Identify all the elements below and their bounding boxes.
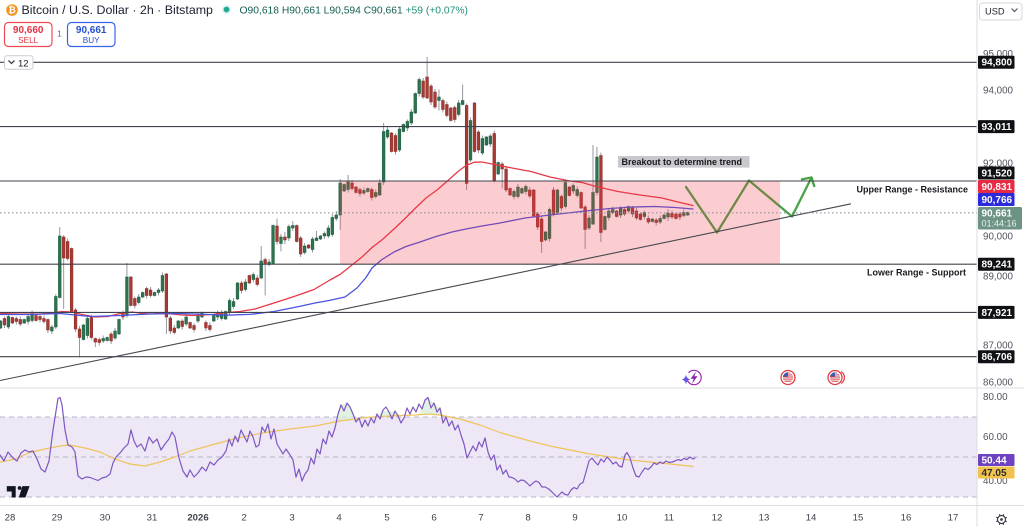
svg-text:90,000: 90,000 <box>983 232 1014 243</box>
svg-text:91,520: 91,520 <box>982 168 1013 179</box>
svg-text:USD: USD <box>985 7 1005 17</box>
svg-text:31: 31 <box>147 513 158 524</box>
svg-text:94,800: 94,800 <box>982 58 1013 69</box>
svg-text:4: 4 <box>336 513 342 524</box>
svg-text:BUY: BUY <box>83 36 100 45</box>
svg-text:15: 15 <box>853 513 864 524</box>
svg-text:60.00: 60.00 <box>983 432 1008 443</box>
svg-text:93,011: 93,011 <box>982 122 1012 133</box>
svg-text:90,661: 90,661 <box>76 25 107 36</box>
svg-text:10: 10 <box>617 513 628 524</box>
svg-text:O90,618 H90,661 L90,594 C90,66: O90,618 H90,661 L90,594 C90,661 +59 (+0.… <box>240 6 468 17</box>
svg-text:80.00: 80.00 <box>983 392 1008 403</box>
svg-text:Bitcoin / U.S. Dollar · 2h · B: Bitcoin / U.S. Dollar · 2h · Bitstamp <box>22 3 214 17</box>
svg-text:90,766: 90,766 <box>982 195 1013 206</box>
svg-text:89,000: 89,000 <box>983 272 1014 283</box>
svg-text:5: 5 <box>384 513 389 524</box>
svg-text:2026: 2026 <box>187 513 208 524</box>
svg-text:47.05: 47.05 <box>982 468 1007 479</box>
svg-text:Breakout to determine trend: Breakout to determine trend <box>622 157 743 167</box>
svg-text:30: 30 <box>100 513 111 524</box>
svg-text:40.00: 40.00 <box>983 476 1008 487</box>
svg-text:6: 6 <box>431 513 436 524</box>
svg-text:01:44:16: 01:44:16 <box>982 219 1017 229</box>
svg-text:12: 12 <box>712 513 723 524</box>
svg-text:87,921: 87,921 <box>982 308 1013 319</box>
svg-text:92,000: 92,000 <box>983 159 1014 170</box>
svg-text:SELL: SELL <box>18 36 38 45</box>
svg-text:17: 17 <box>948 513 959 524</box>
svg-text:7: 7 <box>478 513 483 524</box>
svg-text:86,000: 86,000 <box>983 378 1014 389</box>
svg-text:95,000: 95,000 <box>983 49 1014 60</box>
svg-text:2: 2 <box>241 513 246 524</box>
svg-text:87,000: 87,000 <box>983 341 1014 352</box>
svg-text:16: 16 <box>901 513 912 524</box>
svg-text:Lower Range - Support: Lower Range - Support <box>867 268 966 278</box>
svg-text:3: 3 <box>289 513 294 524</box>
svg-text:12: 12 <box>18 58 29 69</box>
svg-text:14: 14 <box>806 513 817 524</box>
svg-text:₿: ₿ <box>8 5 15 15</box>
svg-text:90,661: 90,661 <box>982 209 1013 220</box>
svg-text:94,000: 94,000 <box>983 86 1014 97</box>
svg-text:89,241: 89,241 <box>982 260 1013 271</box>
svg-text:8: 8 <box>525 513 530 524</box>
svg-text:86,706: 86,706 <box>982 352 1013 363</box>
svg-text:11: 11 <box>664 513 674 524</box>
svg-text:90,831: 90,831 <box>982 182 1013 193</box>
svg-text:90,660: 90,660 <box>13 25 44 36</box>
svg-text:29: 29 <box>52 513 63 524</box>
svg-text:13: 13 <box>759 513 770 524</box>
svg-text:50.44: 50.44 <box>982 455 1007 466</box>
svg-text:28: 28 <box>5 513 16 524</box>
svg-text:Upper Range - Resistance: Upper Range - Resistance <box>856 185 968 195</box>
svg-text:9: 9 <box>572 513 577 524</box>
svg-text:1: 1 <box>57 30 62 39</box>
